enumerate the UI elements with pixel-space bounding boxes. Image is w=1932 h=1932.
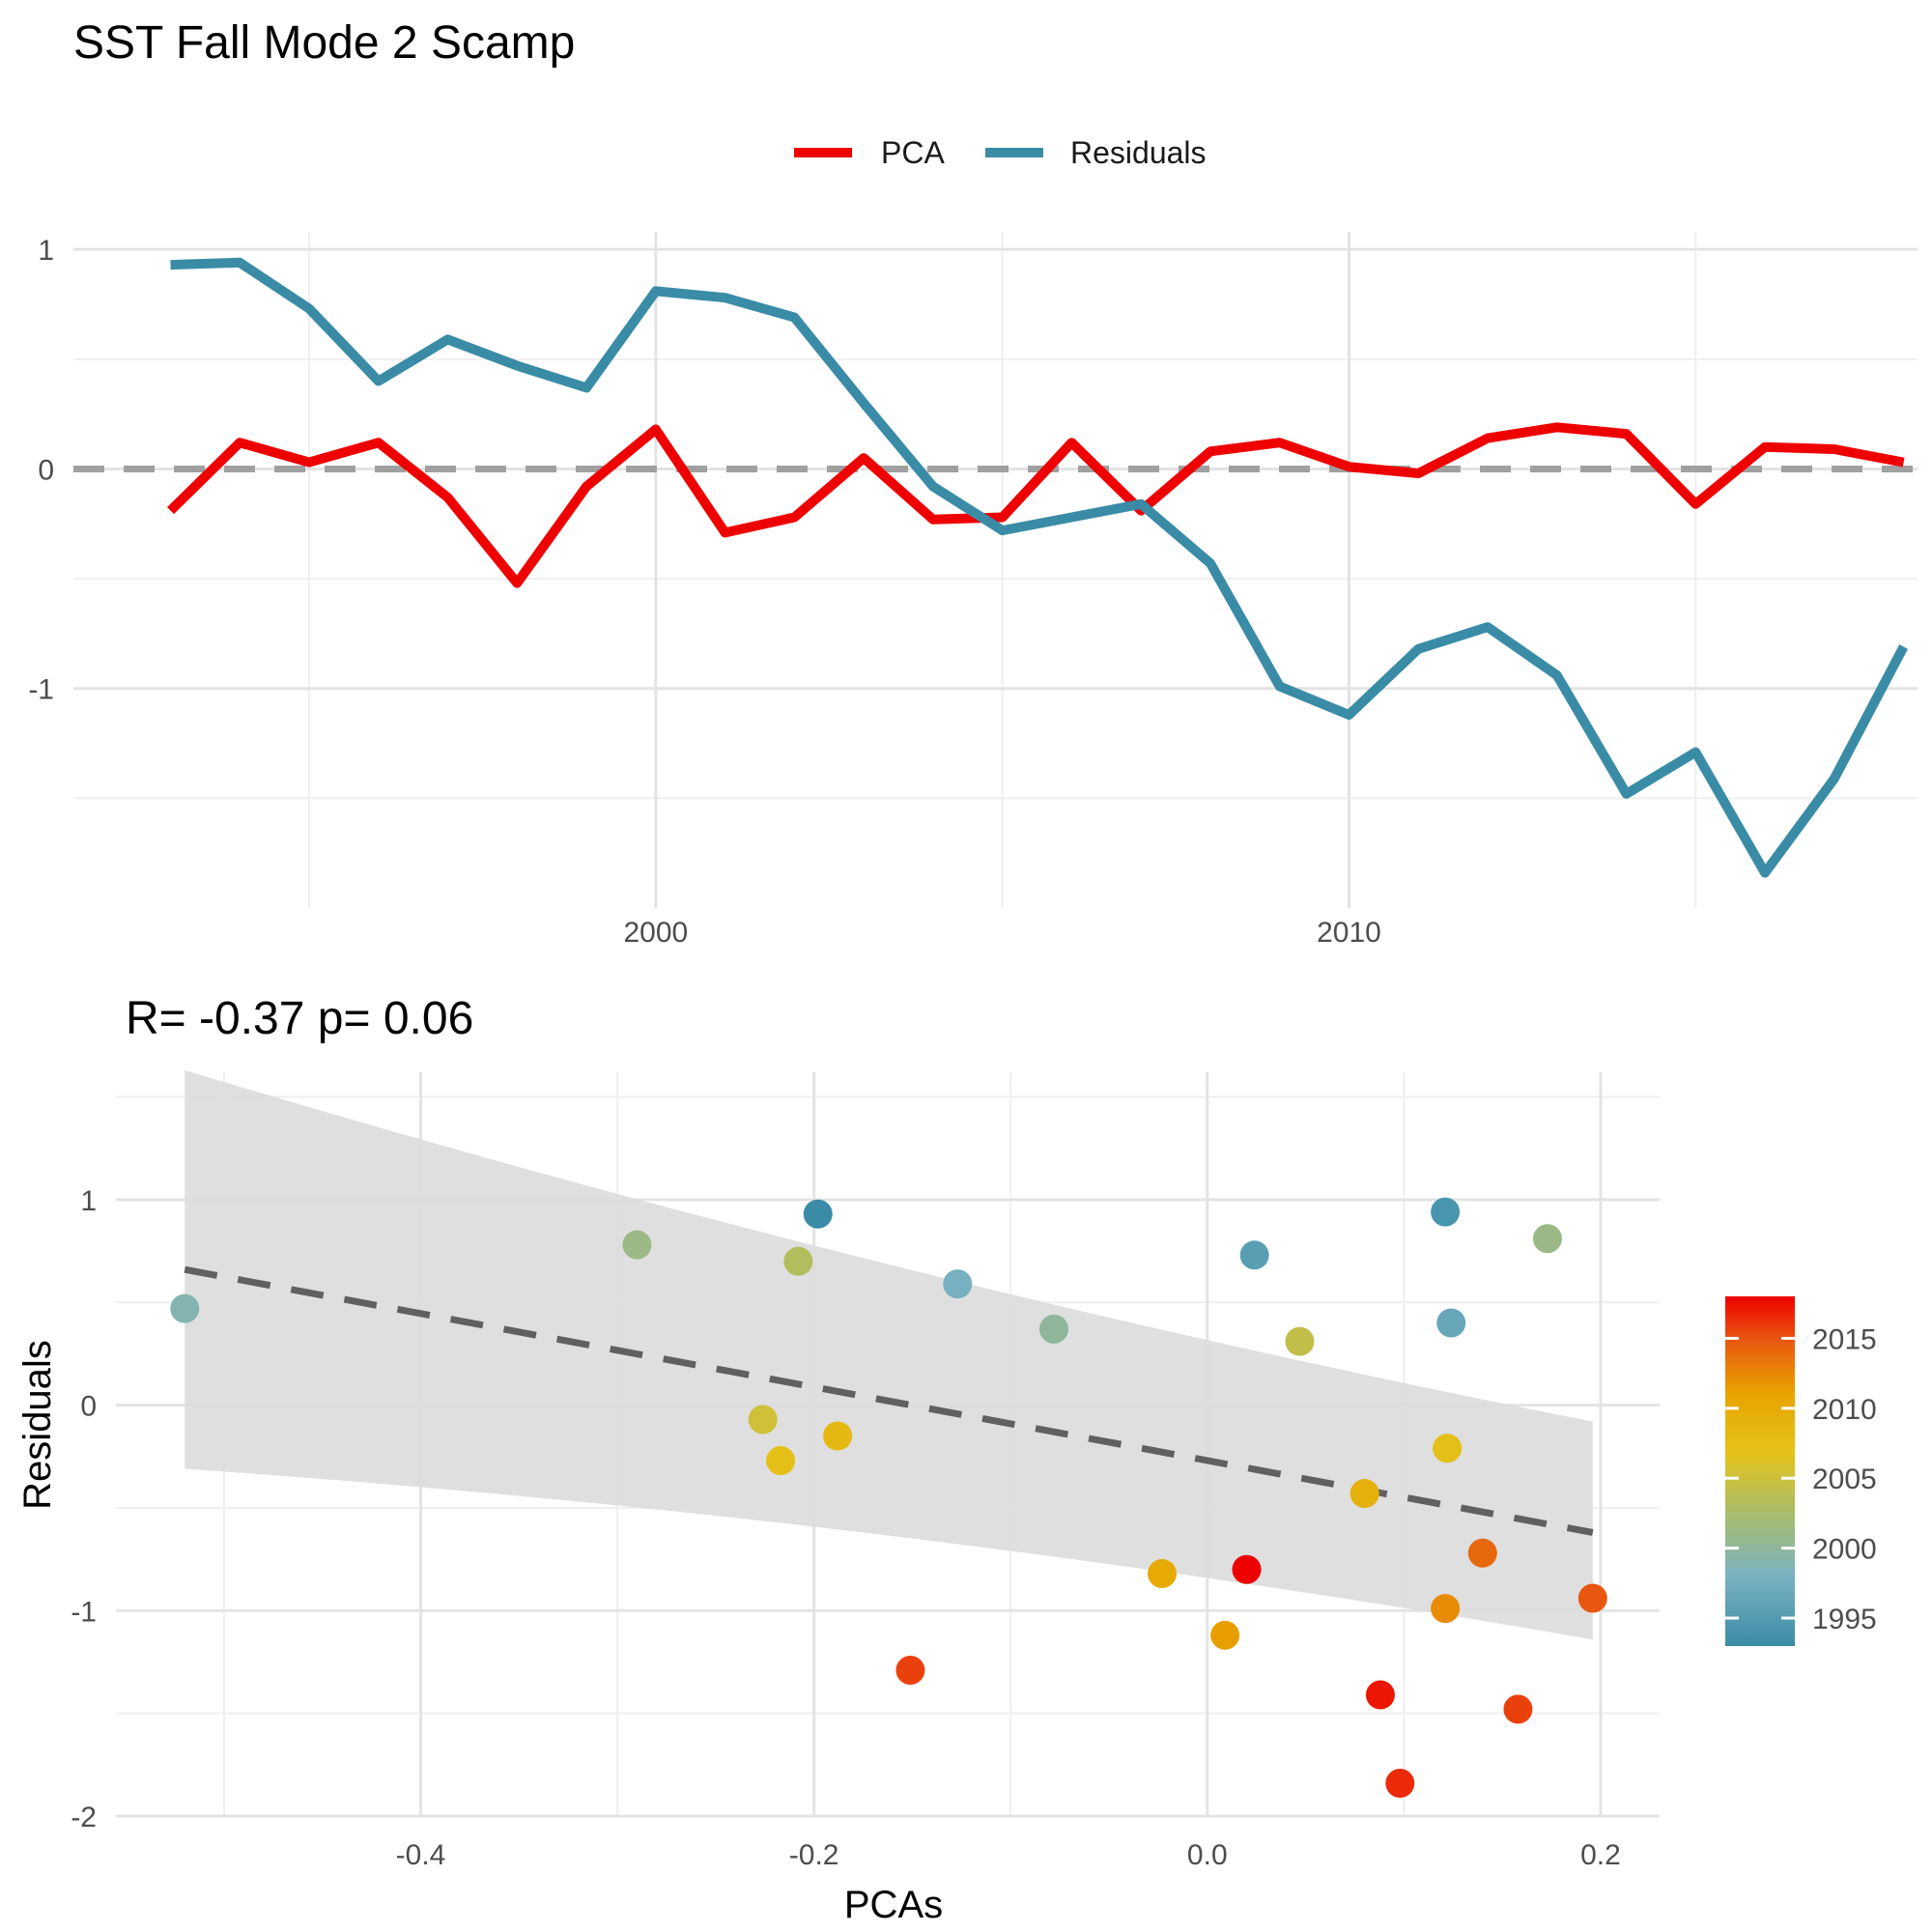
x-tick-label: 2010 (1317, 917, 1381, 949)
colorbar-tick-label: 2005 (1812, 1463, 1877, 1495)
x-axis-title: PCAs (844, 1884, 943, 1926)
scatter-point (1532, 1224, 1562, 1254)
scatter-point (1467, 1538, 1497, 1568)
colorbar-ticks: 1995 2000 2005 2010 2015 (1725, 1323, 1877, 1635)
scatter-point (1232, 1554, 1262, 1584)
scatter-point (1039, 1314, 1069, 1344)
series-line-pca (166, 422, 1905, 588)
confidence-ribbon (185, 1069, 1593, 1640)
scatter-point (783, 1246, 813, 1276)
series-line-residuals (170, 257, 1909, 878)
scatter-point (803, 1199, 833, 1229)
x-tick-label: -0.4 (396, 1839, 446, 1871)
y-tick-label: -1 (71, 1596, 97, 1628)
scatter-point (1503, 1694, 1533, 1724)
colorbar-tick-label: 2015 (1812, 1323, 1877, 1355)
legend-label-pca: PCA (881, 135, 945, 170)
scatter-point (748, 1405, 778, 1435)
scatter-point (170, 1293, 200, 1323)
scatter-point (1210, 1620, 1240, 1650)
time-series-panel: -1 0 1 2000 2010 (28, 232, 1918, 949)
x-tick-label: 0.2 (1580, 1839, 1621, 1871)
colorbar: 1995 2000 2005 2010 2015 (1725, 1296, 1877, 1646)
x-tick-label: 2000 (623, 917, 688, 949)
y-tick-label: 0 (38, 454, 54, 486)
colorbar-tick-label: 1995 (1812, 1604, 1877, 1635)
y-tick-label: 0 (80, 1391, 97, 1423)
scatter-point (1365, 1680, 1395, 1710)
y-axis-title: Residuals (16, 1340, 59, 1510)
scatter-point (1431, 1594, 1461, 1624)
y-tick-label: -1 (28, 674, 54, 706)
scatter-panel: -2 -1 0 1 -0.4 -0.2 0.0 0.2 (71, 1069, 1660, 1871)
scatter-point (1285, 1326, 1315, 1356)
figure-title: SST Fall Mode 2 Scamp (73, 17, 575, 69)
scatter-point (1436, 1308, 1466, 1338)
scatter-point (895, 1655, 925, 1685)
scatter-point (1147, 1559, 1177, 1589)
colorbar-tick-label: 2000 (1812, 1534, 1877, 1566)
scatter-point (1433, 1434, 1463, 1463)
scatter-point (1239, 1240, 1269, 1270)
x-tick-label: -0.2 (789, 1839, 839, 1871)
scatter-point (1431, 1197, 1461, 1227)
scatter-point (1577, 1583, 1607, 1613)
scatter-point (943, 1269, 973, 1299)
scatter-title: R= -0.37 p= 0.06 (126, 993, 473, 1044)
legend: PCA Residuals (794, 135, 1207, 170)
scatter-point (622, 1230, 652, 1260)
y-tick-label: -2 (71, 1802, 97, 1833)
x-tick-label: 0.0 (1187, 1839, 1228, 1871)
legend-label-residuals: Residuals (1070, 135, 1207, 170)
scatter-point (1350, 1479, 1379, 1509)
y-tick-label: 1 (38, 235, 54, 267)
scatter-point (766, 1446, 796, 1476)
scatter-point (823, 1421, 853, 1451)
colorbar-tick-label: 2010 (1812, 1394, 1877, 1426)
y-tick-label: 1 (80, 1185, 97, 1217)
colorbar-gradient (1725, 1296, 1795, 1646)
scatter-point (1385, 1768, 1415, 1798)
